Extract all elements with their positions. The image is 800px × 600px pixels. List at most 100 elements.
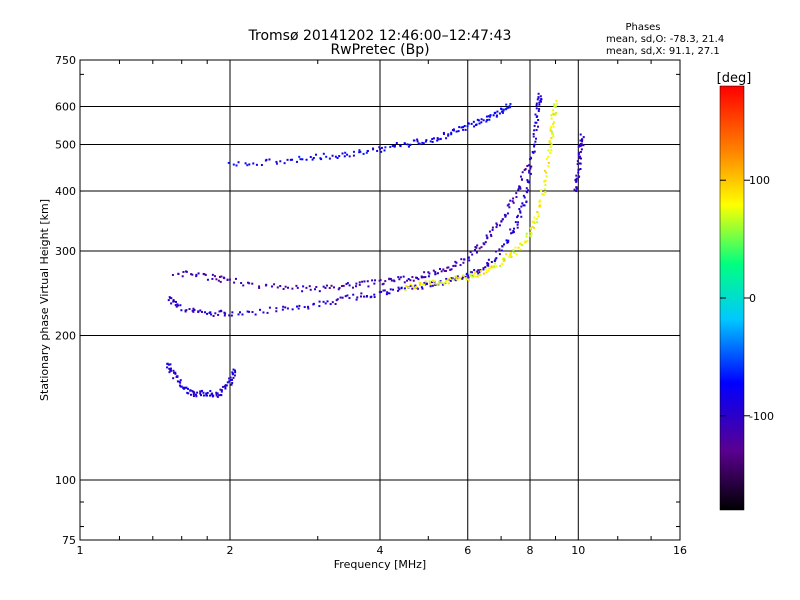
echo-point xyxy=(216,392,219,395)
echo-point xyxy=(167,299,170,302)
echo-point xyxy=(209,394,212,397)
echo-point xyxy=(525,240,528,243)
echo-point xyxy=(284,306,287,309)
echo-point xyxy=(434,272,437,275)
echo-point xyxy=(579,150,582,153)
echo-point xyxy=(509,251,512,254)
echo-point xyxy=(190,393,193,396)
echo-point xyxy=(521,202,524,205)
echo-point xyxy=(322,300,325,303)
echo-point xyxy=(464,275,467,278)
echo-point xyxy=(289,158,292,161)
echo-point xyxy=(336,156,339,159)
echo-point xyxy=(463,124,466,127)
x-tick-label: 4 xyxy=(377,544,384,557)
echo-point xyxy=(412,279,415,282)
echo-point xyxy=(339,296,342,299)
echo-point xyxy=(526,191,529,194)
echo-point xyxy=(466,278,469,281)
echo-point xyxy=(503,243,506,246)
echo-point xyxy=(172,300,175,303)
echo-point xyxy=(503,259,506,262)
echo-point xyxy=(196,391,199,394)
echo-point xyxy=(519,211,522,214)
echo-point xyxy=(407,286,410,289)
echo-point xyxy=(476,244,479,247)
echo-point xyxy=(279,160,282,163)
echo-point xyxy=(543,169,546,172)
echo-point xyxy=(214,312,217,315)
echo-point xyxy=(467,279,470,282)
echo-point xyxy=(441,283,444,286)
echo-point xyxy=(510,254,513,257)
echo-point xyxy=(550,136,553,139)
echo-point xyxy=(414,284,417,287)
echo-point xyxy=(173,371,176,374)
echo-point xyxy=(179,304,182,307)
echo-point xyxy=(487,269,490,272)
echo-point xyxy=(554,106,557,109)
echo-point xyxy=(218,394,221,397)
echo-point xyxy=(301,158,304,161)
echo-point xyxy=(210,393,213,396)
echo-point xyxy=(168,367,171,370)
echo-point xyxy=(366,295,369,298)
echo-point xyxy=(577,171,580,174)
colorbar-tick-label: 100 xyxy=(749,174,770,187)
echo-point xyxy=(508,206,511,209)
echo-point xyxy=(552,135,555,138)
echo-point xyxy=(577,168,580,171)
echo-point xyxy=(422,276,425,279)
echo-point xyxy=(255,163,258,166)
echo-point xyxy=(191,273,194,276)
echo-point xyxy=(521,171,524,174)
echo-point xyxy=(436,137,439,140)
echo-point xyxy=(509,199,512,202)
x-tick-label: 1 xyxy=(77,544,84,557)
echo-point xyxy=(519,210,522,213)
echo-point xyxy=(487,115,490,118)
echo-point xyxy=(303,306,306,309)
echo-point xyxy=(424,140,427,143)
echo-point xyxy=(534,140,537,143)
echo-point xyxy=(468,274,471,277)
echo-point xyxy=(194,393,197,396)
echo-point xyxy=(482,267,485,270)
echo-point xyxy=(223,385,226,388)
echo-point xyxy=(226,278,229,281)
echo-point xyxy=(320,158,323,161)
echo-point xyxy=(298,304,301,307)
echo-point xyxy=(400,286,403,289)
echo-point xyxy=(580,148,583,151)
echo-point xyxy=(305,158,308,161)
colorbar-unit-label: [deg] xyxy=(717,71,752,86)
echo-point xyxy=(226,381,229,384)
echo-point xyxy=(341,296,344,299)
echo-point xyxy=(345,283,348,286)
echo-point xyxy=(329,303,332,306)
echo-point xyxy=(544,179,547,182)
echo-point xyxy=(495,257,498,260)
echo-point xyxy=(529,172,532,175)
echo-point xyxy=(443,282,446,285)
echo-point xyxy=(412,284,415,287)
echo-point xyxy=(403,281,406,284)
echo-point xyxy=(464,277,467,280)
echo-point xyxy=(215,394,218,397)
echo-point xyxy=(512,231,515,234)
echo-point xyxy=(496,223,499,226)
echo-point xyxy=(485,234,488,237)
echo-point xyxy=(467,122,470,125)
echo-point xyxy=(512,201,515,204)
echo-point xyxy=(551,130,554,133)
echo-point xyxy=(495,115,498,118)
echo-point xyxy=(332,286,335,289)
echo-point xyxy=(185,309,188,312)
echo-point xyxy=(233,281,236,284)
echo-point xyxy=(460,258,463,261)
echo-point xyxy=(533,145,536,148)
echo-point xyxy=(474,275,477,278)
echo-point xyxy=(538,103,541,106)
echo-point xyxy=(543,180,546,183)
echo-point xyxy=(552,109,555,112)
